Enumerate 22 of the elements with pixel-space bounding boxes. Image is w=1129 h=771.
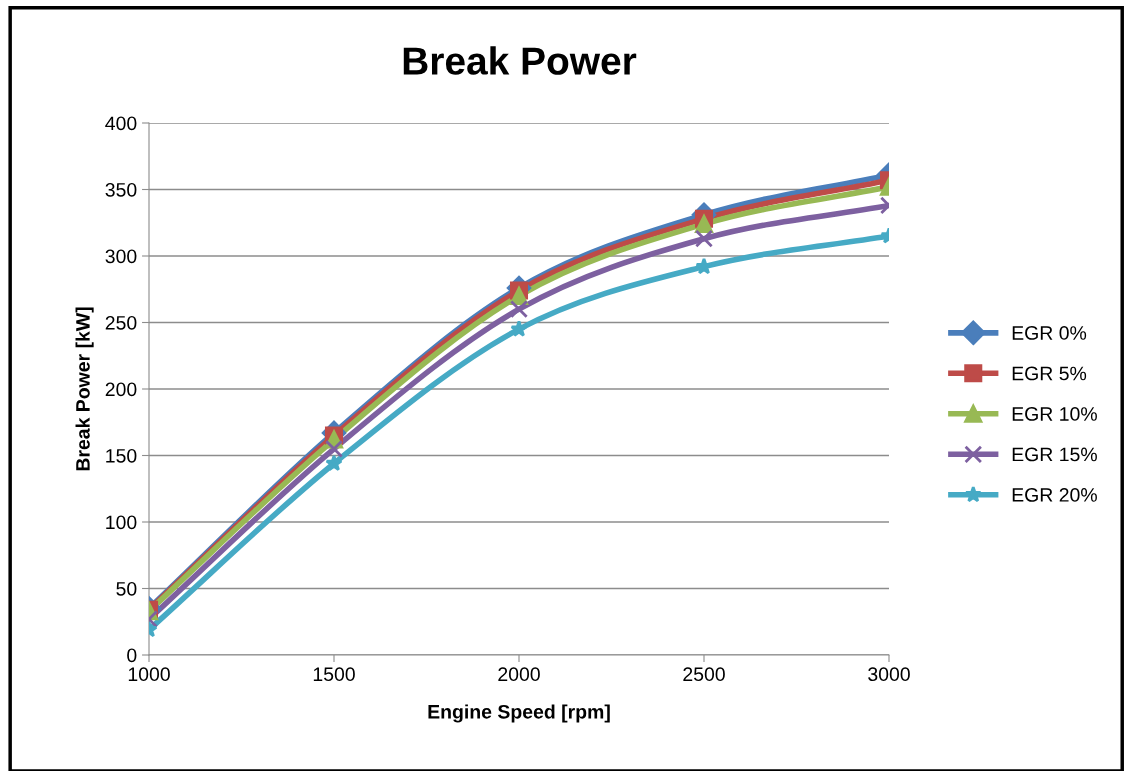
chart-title: Break Power: [403, 46, 637, 75]
y-tick-label: 350: [105, 182, 137, 197]
x-tick-label: 1000: [128, 667, 170, 682]
x-tick-label: 2500: [683, 667, 725, 682]
y-tick-label: 0: [127, 648, 137, 663]
y-tick-label: 100: [106, 515, 137, 530]
y-tick-label: 150: [106, 448, 137, 463]
x-tick-label: 3000: [868, 667, 910, 682]
y-axis-title: Break Power [kW]: [75, 307, 94, 471]
x-tick-label: 2000: [498, 667, 540, 682]
legend-label: EGR 15%: [1012, 447, 1097, 462]
y-tick-label: 400: [105, 116, 137, 131]
legend-label: EGR 5%: [1012, 366, 1087, 381]
legend-label: EGR 10%: [1012, 407, 1097, 421]
legend-label: EGR 20%: [1012, 488, 1097, 502]
y-tick-label: 50: [116, 581, 137, 596]
x-tick-label: 1500: [313, 667, 355, 682]
legend-label: EGR 0%: [1012, 326, 1087, 340]
y-tick-label: 250: [105, 315, 137, 330]
y-tick-label: 200: [105, 382, 137, 397]
y-tick-label: 300: [105, 249, 137, 264]
x-axis-title: Engine Speed [rpm]: [428, 704, 610, 723]
